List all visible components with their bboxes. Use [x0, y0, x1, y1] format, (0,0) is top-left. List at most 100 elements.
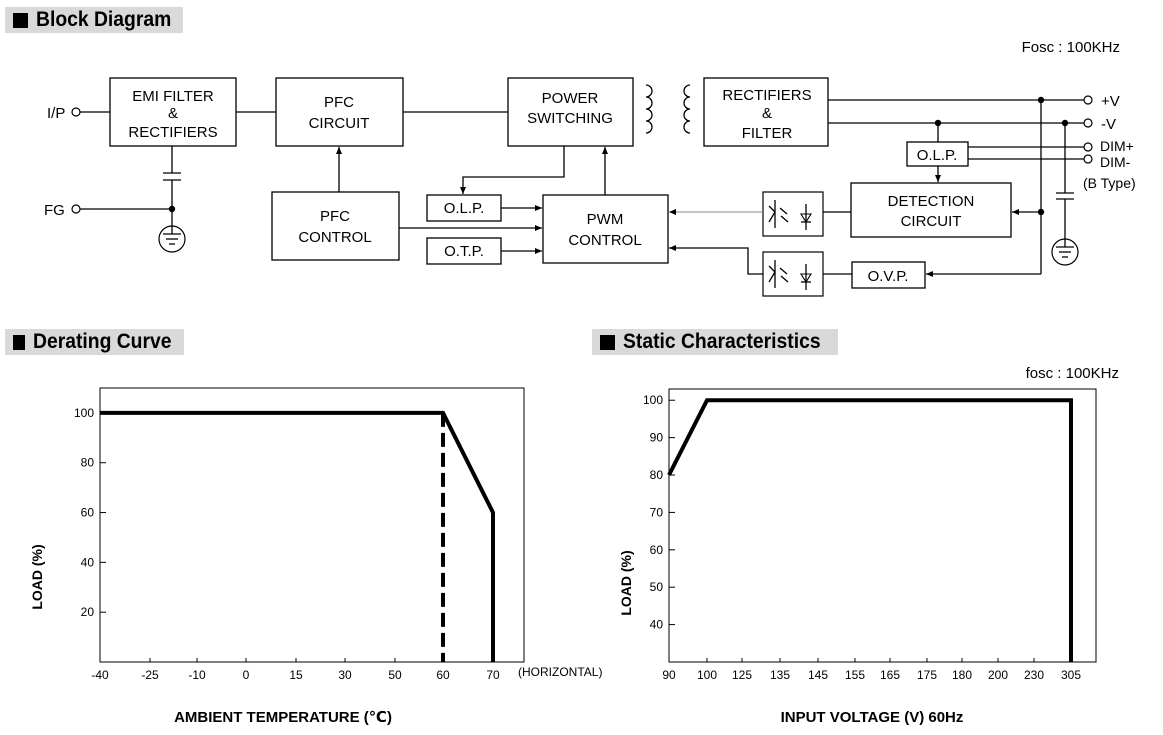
rectifiers-filter-label-2: &: [762, 105, 772, 122]
x-tick-label: -10: [188, 668, 206, 682]
plus-v-terminal: [1083, 95, 1093, 105]
earth-ground-icon: [1051, 238, 1079, 266]
ip-label: I/P: [47, 105, 65, 122]
dim-plus-label: DIM+: [1100, 138, 1134, 154]
detection-circuit-label-2: CIRCUIT: [901, 213, 962, 230]
y-tick-label: 40: [81, 555, 95, 569]
fg-terminal: [71, 204, 81, 214]
dim-plus-terminal: [1083, 142, 1093, 152]
y-axis-label: LOAD (%): [618, 550, 634, 615]
y-tick-label: 80: [650, 468, 664, 482]
x-tick-label: 165: [880, 668, 900, 682]
rectifiers-filter-label-1: RECTIFIERS: [722, 87, 811, 104]
power-switching-block: [507, 77, 634, 147]
header-square-icon: [600, 334, 615, 350]
pfc-control-label-1: PFC: [320, 208, 350, 225]
minus-v-label: -V: [1101, 116, 1116, 133]
plot-frame: [668, 388, 1097, 663]
x-tick-label: 90: [662, 668, 676, 682]
rectifiers-filter-label-3: FILTER: [742, 125, 793, 142]
x-tick-label: 15: [289, 668, 303, 682]
block-diagram: Fosc : 100KHz I/P FG EMI FILTER & RECTIF…: [44, 39, 1136, 297]
fosc-annotation: fosc : 100KHz: [1026, 365, 1119, 382]
minus-v-terminal: [1083, 118, 1093, 128]
x-tick-label: 0: [243, 668, 250, 682]
ip-terminal: [71, 107, 81, 117]
y-tick-label: 50: [650, 580, 664, 594]
emi-filter-label-2: &: [168, 105, 178, 122]
x-axis-label: INPUT VOLTAGE (V) 60Hz: [781, 709, 964, 726]
block-diagram-header: Block Diagram: [5, 7, 183, 33]
x-tick-label: 230: [1024, 668, 1044, 682]
olp-primary-block: [426, 194, 502, 222]
plus-v-label: +V: [1101, 93, 1120, 110]
otp-label: O.T.P.: [444, 243, 484, 260]
y-axis-label: LOAD (%): [29, 544, 45, 609]
y-tick-label: 80: [81, 456, 95, 470]
pfc-control-block: [271, 191, 400, 261]
y-tick-label: 60: [81, 506, 95, 520]
otp-block: [426, 237, 502, 265]
optocoupler-icon: [762, 191, 824, 237]
x-tick-label: 70: [486, 668, 500, 682]
header-square-icon: [13, 12, 28, 28]
load-series-line: [100, 410, 495, 662]
fg-label: FG: [44, 202, 65, 219]
x-tick-label: 200: [988, 668, 1008, 682]
rectifiers-filter-block: [703, 77, 829, 147]
x-tick-label: 60: [436, 668, 450, 682]
fosc-label: Fosc : 100KHz: [1022, 39, 1120, 56]
ovp-label: O.V.P.: [868, 268, 909, 285]
block-diagram-title: Block Diagram: [35, 8, 172, 31]
earth-ground-icon: [158, 225, 186, 253]
x-tick-label: -40: [91, 668, 109, 682]
x-tick-label: 100: [697, 668, 717, 682]
derating-curve-header: Derating Curve: [5, 329, 184, 355]
power-switching-label-1: POWER: [542, 90, 599, 107]
olp-secondary-label: O.L.P.: [917, 147, 958, 164]
y-tick-label: 90: [650, 431, 664, 445]
pfc-circuit-label-2: CIRCUIT: [309, 115, 370, 132]
olp-secondary-block: [906, 141, 969, 167]
static-characteristics-title: Static Characteristics: [623, 330, 821, 353]
optocoupler-icon: [762, 251, 824, 297]
x-tick-label: 180: [952, 668, 972, 682]
x-tick-label: 135: [770, 668, 790, 682]
x-tick-label: 305: [1061, 668, 1081, 682]
x-tick-label: -25: [141, 668, 159, 682]
ovp-block: [851, 261, 926, 289]
x-tick-label: 145: [808, 668, 828, 682]
detection-circuit-block: [850, 182, 1012, 238]
static-characteristics-header: Static Characteristics: [592, 329, 838, 355]
x-tick-label: 125: [732, 668, 752, 682]
dim-minus-terminal: [1083, 154, 1093, 164]
y-tick-label: 60: [650, 543, 664, 557]
detection-circuit-label-1: DETECTION: [888, 193, 975, 210]
y-tick-label: 100: [74, 406, 94, 420]
plot-frame: [99, 387, 525, 663]
derating-curve-title: Derating Curve: [33, 330, 172, 353]
load-series-line: [667, 398, 1073, 662]
pwm-control-block: [542, 194, 669, 264]
x-tick-label: 155: [845, 668, 865, 682]
power-switching-label-2: SWITCHING: [527, 110, 613, 127]
emi-filter-block: [109, 77, 237, 147]
header-square-icon: [13, 334, 26, 350]
y-tick-label: 20: [81, 605, 95, 619]
y-tick-label: 100: [643, 393, 663, 407]
b-type-label: (B Type): [1083, 175, 1136, 191]
x-tick-label: 30: [338, 668, 352, 682]
pwm-control-label-2: CONTROL: [568, 232, 641, 249]
olp-primary-label: O.L.P.: [444, 200, 485, 217]
y-tick-label: 70: [650, 505, 664, 519]
x-tick-label: 175: [917, 668, 937, 682]
pfc-circuit-label-1: PFC: [324, 94, 354, 111]
y-tick-label: 40: [650, 618, 664, 632]
pwm-control-label-1: PWM: [587, 211, 624, 228]
transformer-icon: [645, 84, 691, 134]
pfc-control-label-2: CONTROL: [298, 229, 371, 246]
x-axis-suffix: (HORIZONTAL): [518, 665, 602, 679]
emi-filter-label-3: RECTIFIERS: [128, 124, 217, 141]
emi-filter-label-1: EMI FILTER: [132, 88, 214, 105]
x-axis-label: AMBIENT TEMPERATURE (℃): [174, 709, 392, 726]
